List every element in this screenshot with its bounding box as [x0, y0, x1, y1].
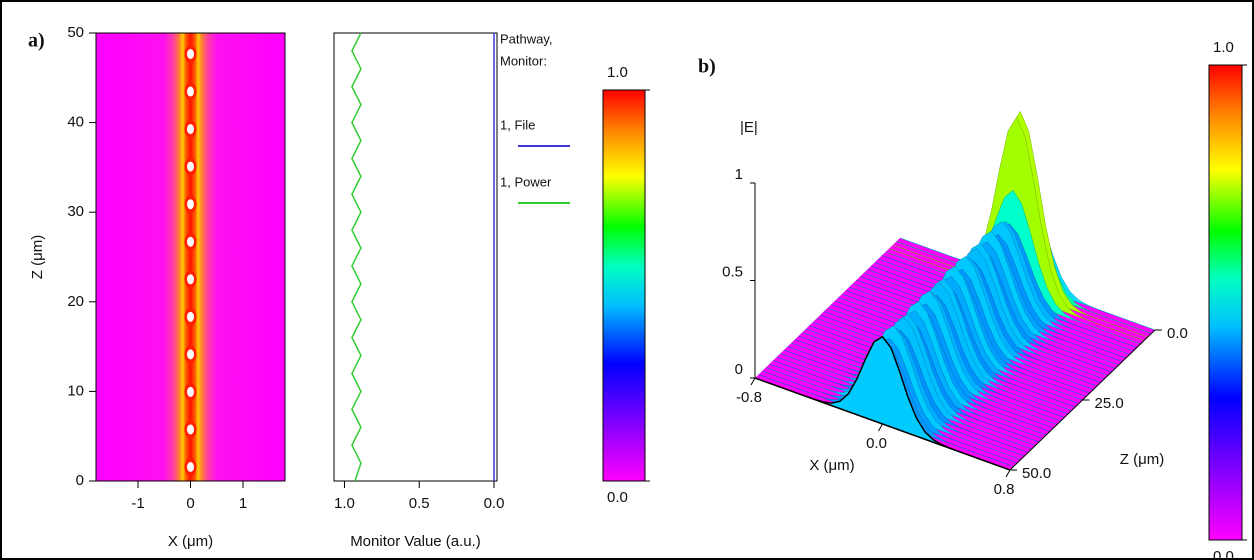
panel-label: a) [28, 30, 45, 52]
x-tick-label: 0.0 [866, 435, 887, 452]
y-axis-title: Z (μm) [1120, 451, 1164, 468]
hot-spot-core [187, 386, 194, 397]
x-axis-title: X (μm) [809, 457, 854, 474]
heatmap [96, 33, 285, 481]
hot-spot-core [187, 311, 194, 322]
panel-label: b) [698, 56, 716, 78]
hot-spot-core [187, 274, 194, 285]
x-tick-label: 0 [186, 495, 194, 512]
y-tick-label: 50.0 [1022, 465, 1051, 482]
plot-frame [333, 32, 498, 482]
x-tick [1005, 469, 1011, 478]
x-tick [750, 377, 756, 386]
colorbar-label: 1.0 [1213, 39, 1234, 56]
y-tick-label: 20 [67, 293, 84, 310]
colorbar-label: 1.0 [607, 64, 628, 81]
x-tick-label: -1 [131, 495, 144, 512]
hot-spot-core [187, 462, 194, 472]
hot-spot-core [187, 424, 194, 435]
series-line [351, 32, 362, 482]
x-tick-label: 0.0 [484, 495, 505, 512]
hot-spot-core [187, 49, 194, 60]
colorbar [602, 89, 646, 482]
x-tick-label: -0.8 [736, 389, 762, 406]
x-axis-title: Monitor Value (a.u.) [350, 533, 481, 550]
hot-spot-core [187, 124, 194, 135]
y-tick-label: 0.0 [1167, 325, 1188, 342]
x-tick [878, 423, 883, 432]
hot-spot-core [187, 236, 194, 247]
hot-spot-core [187, 199, 194, 210]
z-tick-label: 1 [735, 166, 743, 183]
x-tick-label: 0.8 [994, 481, 1015, 498]
legend-title: Monitor: [500, 53, 547, 68]
z-tick-label: 0 [735, 361, 743, 378]
y-tick-label: 25.0 [1095, 395, 1124, 412]
colorbar [1208, 64, 1243, 541]
y-tick-label: 10 [67, 382, 84, 399]
hot-spot-core [187, 349, 194, 360]
legend-label: 1, Power [500, 174, 552, 189]
x-tick-label: 1 [239, 495, 247, 512]
colorbar-label: 0.0 [607, 489, 628, 506]
colorbar-label: 0.0 [1213, 548, 1234, 560]
y-tick-label: 0 [76, 472, 84, 489]
z-tick-label: 0.5 [722, 263, 743, 280]
y-tick-label: 40 [67, 114, 84, 131]
hot-spot-core [187, 161, 194, 172]
legend-label: 1, File [500, 117, 535, 132]
x-tick-label: 1.0 [334, 495, 355, 512]
z-axis-title: |E| [740, 119, 758, 136]
hot-spot-core [187, 86, 194, 97]
y-axis-title: Z (μm) [29, 235, 46, 279]
y-tick-label: 50 [67, 24, 84, 41]
legend-title: Pathway, [500, 31, 553, 46]
y-tick-label: 30 [67, 203, 84, 220]
x-tick-label: 0.5 [409, 495, 430, 512]
x-axis-title: X (μm) [168, 533, 213, 550]
